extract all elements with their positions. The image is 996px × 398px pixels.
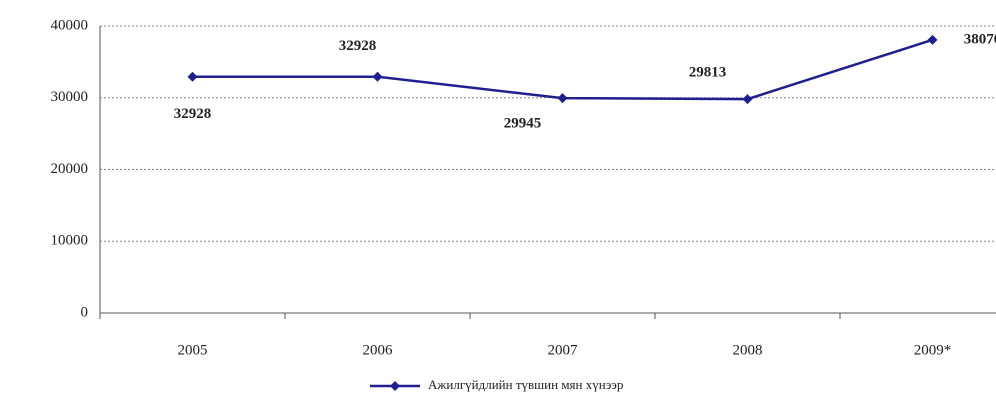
y-tick-label: 10000 (51, 233, 89, 249)
data-label: 32928 (339, 38, 377, 54)
marker (187, 71, 198, 82)
data-label: 38070 (964, 31, 996, 47)
x-tick-label: 2009* (914, 342, 952, 358)
marker (557, 93, 568, 104)
marker (372, 71, 383, 82)
legend-label: Ажилгүйдлийн түвшин мян хүнээр (428, 377, 623, 392)
x-tick-label: 2008 (733, 342, 763, 358)
x-tick-label: 2007 (548, 342, 579, 358)
data-label: 32928 (174, 106, 212, 122)
y-tick-label: 0 (81, 304, 89, 320)
data-label: 29813 (689, 65, 727, 81)
y-tick-label: 40000 (51, 17, 89, 33)
marker (742, 94, 753, 105)
marker (927, 34, 938, 45)
data-label: 29945 (504, 116, 542, 132)
legend-marker (390, 381, 400, 391)
line (192, 38, 933, 101)
y-tick-label: 30000 (51, 89, 89, 105)
x-tick-label: 2005 (178, 342, 208, 358)
y-tick-label: 20000 (51, 161, 89, 177)
x-tick-label: 2006 (363, 342, 394, 358)
